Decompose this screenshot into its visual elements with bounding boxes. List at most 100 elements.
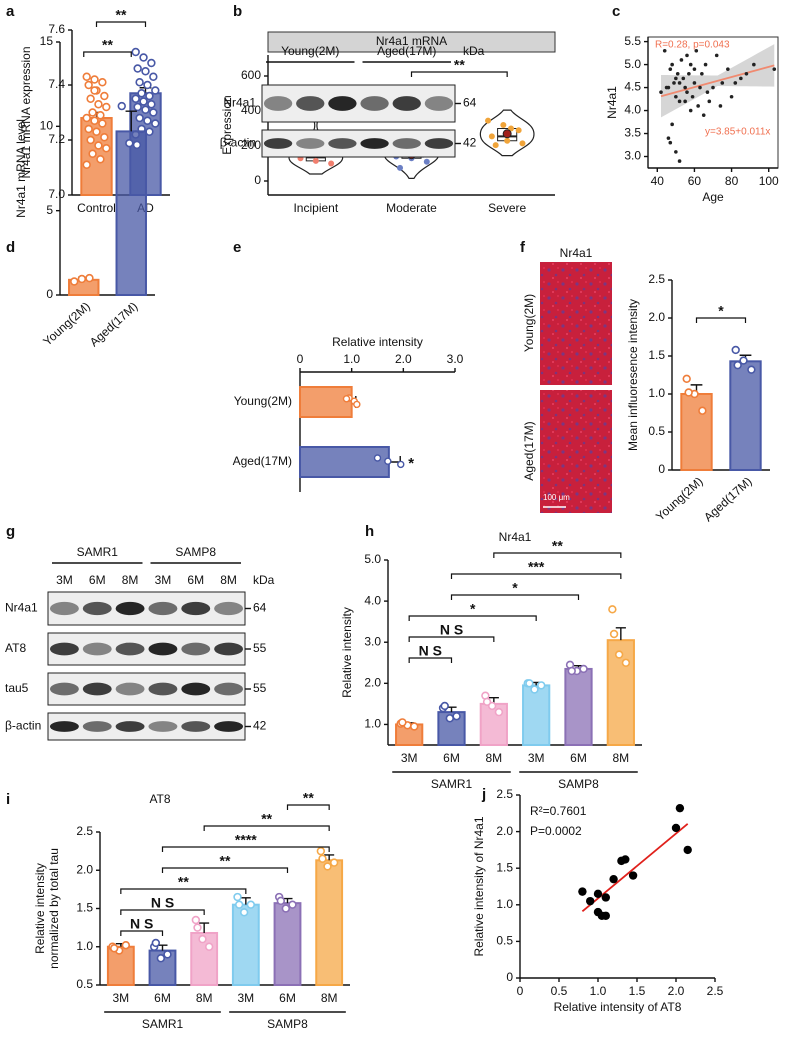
significance-label: * [470, 601, 476, 617]
blot-strip [47, 591, 246, 626]
data-point [373, 454, 382, 462]
blot-band [424, 96, 454, 111]
significance-bracket [493, 552, 622, 558]
x-tick-label: 40 [651, 174, 665, 188]
data-point [276, 896, 286, 906]
data-point [281, 904, 291, 913]
data-point [137, 89, 146, 98]
x-tick-label: 8M [196, 991, 213, 1005]
y-tick-label: 5.0 [624, 57, 641, 71]
y-tick-label: 3.0 [364, 634, 381, 648]
data-point [621, 658, 631, 667]
data-point [132, 140, 142, 150]
significance-bracket [410, 71, 508, 77]
significance-bracket [450, 594, 580, 600]
y-axis-label: Nr4a1 mRNA expression [19, 46, 33, 178]
data-point [90, 86, 99, 95]
data-point [698, 406, 707, 415]
x-tick-label: 8M [485, 751, 502, 765]
data-point [668, 140, 673, 145]
marker-size: 42 [463, 136, 477, 150]
y-tick-label: 0 [254, 173, 261, 187]
data-point [500, 122, 507, 128]
data-point [537, 681, 546, 690]
data-point [494, 707, 504, 717]
bar [299, 386, 353, 418]
data-point [135, 113, 144, 123]
blot-band [214, 721, 244, 732]
data-point [88, 149, 97, 158]
data-point [131, 47, 140, 57]
marker-size: 55 [253, 641, 267, 655]
row-label: Nr4a1 [223, 96, 256, 110]
panel-letter: j [481, 786, 486, 803]
significance-bracket [286, 804, 330, 810]
significance-label: ** [261, 811, 272, 827]
x-tick-label: 8M [321, 991, 338, 1005]
y-tick-label: 0 [658, 462, 665, 476]
panel-letter: d [6, 239, 15, 256]
significance-bracket [83, 51, 132, 57]
data-point [683, 845, 692, 855]
data-point [682, 374, 691, 383]
marker-size: 55 [253, 681, 267, 695]
annotation: P=0.0002 [530, 824, 582, 838]
data-point [675, 803, 685, 813]
data-point [100, 91, 109, 101]
data-point [711, 85, 715, 90]
significance-label: ** [552, 538, 563, 554]
bar [273, 902, 302, 987]
blot-band [148, 721, 178, 732]
significance-label: *** [528, 559, 545, 575]
x-tick-label: 6M [570, 751, 587, 765]
blot-band [148, 642, 178, 656]
significance-label: ** [454, 57, 465, 73]
data-point [143, 116, 152, 125]
data-point [94, 100, 103, 109]
blot-band [328, 138, 357, 149]
data-point [672, 81, 676, 85]
data-point [82, 160, 91, 169]
y-tick-label: 5.0 [364, 552, 381, 566]
x-tick-label: 60 [688, 174, 702, 188]
data-point [84, 124, 93, 134]
data-point [683, 99, 687, 104]
bar [231, 903, 260, 986]
data-point [139, 97, 148, 106]
data-point [739, 356, 748, 365]
data-point [601, 893, 610, 902]
significance-label: N S [419, 643, 442, 659]
data-point [102, 102, 111, 112]
data-point [586, 896, 595, 906]
data-point [705, 90, 710, 94]
data-point [492, 142, 499, 149]
error-bar [615, 627, 626, 641]
data-point [519, 140, 526, 147]
significance-bracket [161, 867, 289, 873]
significance-bracket [408, 657, 453, 663]
data-point [288, 900, 297, 909]
chart-title: Nr4a1 mRNA [376, 34, 447, 48]
data-point [731, 345, 740, 355]
panel-letter: a [6, 3, 15, 20]
data-point [141, 67, 150, 76]
data-point [151, 86, 160, 95]
y-tick-label: Young(2M) [234, 394, 292, 408]
significance-label: ** [102, 37, 113, 53]
data-point [70, 277, 79, 286]
bar [479, 702, 508, 747]
plot-frame [647, 36, 779, 169]
significance-bracket [95, 21, 147, 27]
data-point [703, 62, 708, 67]
significance-label: N S [130, 916, 153, 932]
data-point [100, 133, 109, 142]
x-tick-label: 3M [237, 991, 254, 1005]
data-point [614, 650, 624, 659]
data-point [143, 80, 152, 90]
significance-bracket [120, 930, 164, 936]
data-point [133, 64, 142, 73]
row-label: Nr4a1 [5, 601, 38, 615]
annotation: R²=0.7601 [530, 804, 587, 818]
data-point [151, 938, 161, 948]
x-tick-label: 80 [725, 174, 739, 188]
